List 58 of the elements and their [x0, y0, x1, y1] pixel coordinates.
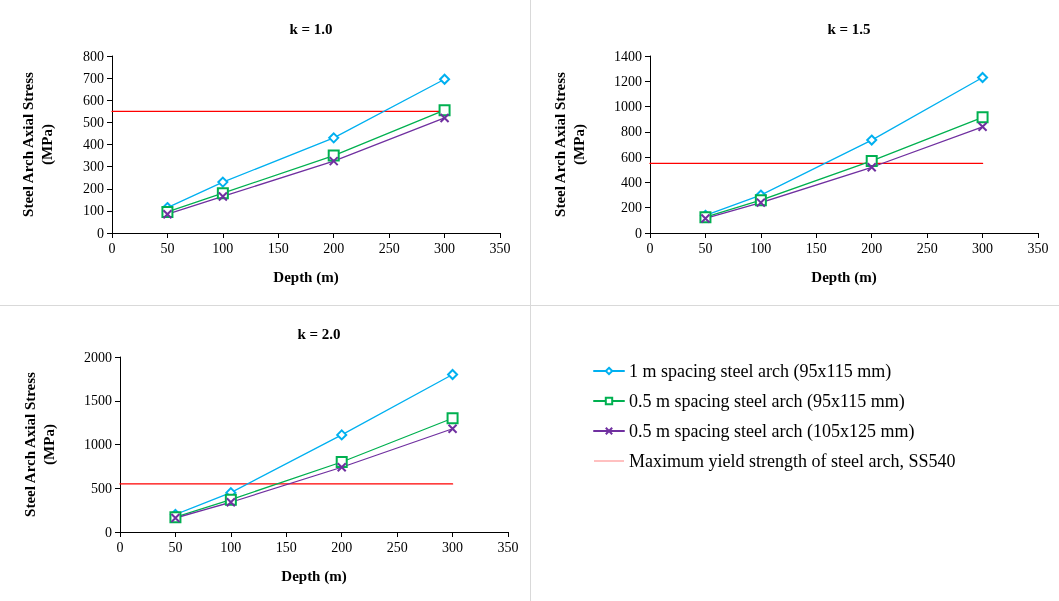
y-tick-label: 1500 [84, 393, 112, 409]
legend-label: 0.5 m spacing steel arch (105x125 mm) [629, 421, 915, 442]
y-tick-label: 200 [83, 181, 104, 197]
y-tick-label: 0 [97, 225, 104, 241]
y-tick-label: 400 [621, 174, 642, 190]
x-tick-label: 300 [972, 240, 994, 256]
y-tick-label: 800 [621, 124, 642, 140]
y-tick-label: 500 [91, 480, 112, 496]
x-axis-title: Depth (m) [273, 268, 339, 286]
legend-label: 1 m spacing steel arch (95x115 mm) [629, 361, 892, 382]
x-tick-label: 250 [378, 240, 400, 256]
y-tick-label: 400 [83, 137, 104, 152]
x-tick-label: 50 [168, 539, 183, 555]
x-tick-label: 350 [497, 539, 519, 555]
x-tick-label: 0 [646, 240, 654, 256]
x-tick-label: 200 [861, 240, 883, 256]
y-tick-label: 1000 [614, 99, 642, 115]
chart-title: k = 1.0 [289, 20, 333, 37]
y-tick-label: 300 [83, 159, 104, 175]
x-axis-title: Depth (m) [281, 567, 347, 585]
x-tick-label: 350 [489, 240, 511, 256]
y-tick-label: 800 [83, 48, 104, 64]
y-tick-label: 200 [621, 200, 642, 216]
x-axis-title: Depth (m) [811, 268, 877, 286]
x-tick-label: 100 [212, 240, 234, 256]
x-tick-label: 150 [267, 240, 289, 256]
y-tick-label: 2000 [84, 349, 112, 365]
y-axis-title: Steel Arch Axial Stress (MPa) [19, 71, 56, 217]
x-tick-label: 350 [1027, 240, 1049, 256]
x-tick-label: 0 [116, 539, 124, 555]
legend-label: 0.5 m spacing steel arch (95x115 mm) [629, 391, 905, 412]
y-tick-label: 500 [83, 114, 104, 130]
y-tick-label: 600 [83, 92, 104, 108]
x-tick-label: 300 [442, 539, 464, 555]
x-tick-label: 50 [698, 240, 713, 256]
y-tick-label: 600 [621, 149, 642, 165]
x-tick-label: 150 [805, 240, 827, 256]
y-axis-title: Steel Arch Axial Stress (MPa) [21, 371, 58, 517]
legend-label: Maximum yield strength of steel arch, SS540 [629, 451, 956, 471]
y-tick-label: 1000 [84, 437, 112, 452]
x-tick-label: 200 [331, 539, 353, 555]
x-tick-label: 100 [750, 240, 772, 256]
x-tick-label: 100 [220, 539, 242, 555]
x-tick-label: 150 [275, 539, 297, 555]
chart-title: k = 1.5 [827, 20, 871, 37]
y-tick-label: 1200 [614, 73, 642, 89]
y-tick-label: 0 [635, 225, 642, 241]
x-tick-label: 50 [160, 240, 175, 256]
x-tick-label: 300 [434, 240, 456, 256]
y-tick-label: 700 [83, 70, 104, 86]
y-tick-label: 1400 [614, 48, 642, 64]
chart-title: k = 2.0 [297, 325, 341, 342]
y-axis-title: Steel Arch Axial Stress (MPa) [551, 71, 588, 217]
x-tick-label: 250 [386, 539, 408, 555]
x-tick-label: 200 [323, 240, 345, 256]
y-tick-label: 100 [83, 203, 104, 219]
y-tick-label: 0 [105, 524, 112, 540]
x-tick-label: 250 [916, 240, 938, 256]
